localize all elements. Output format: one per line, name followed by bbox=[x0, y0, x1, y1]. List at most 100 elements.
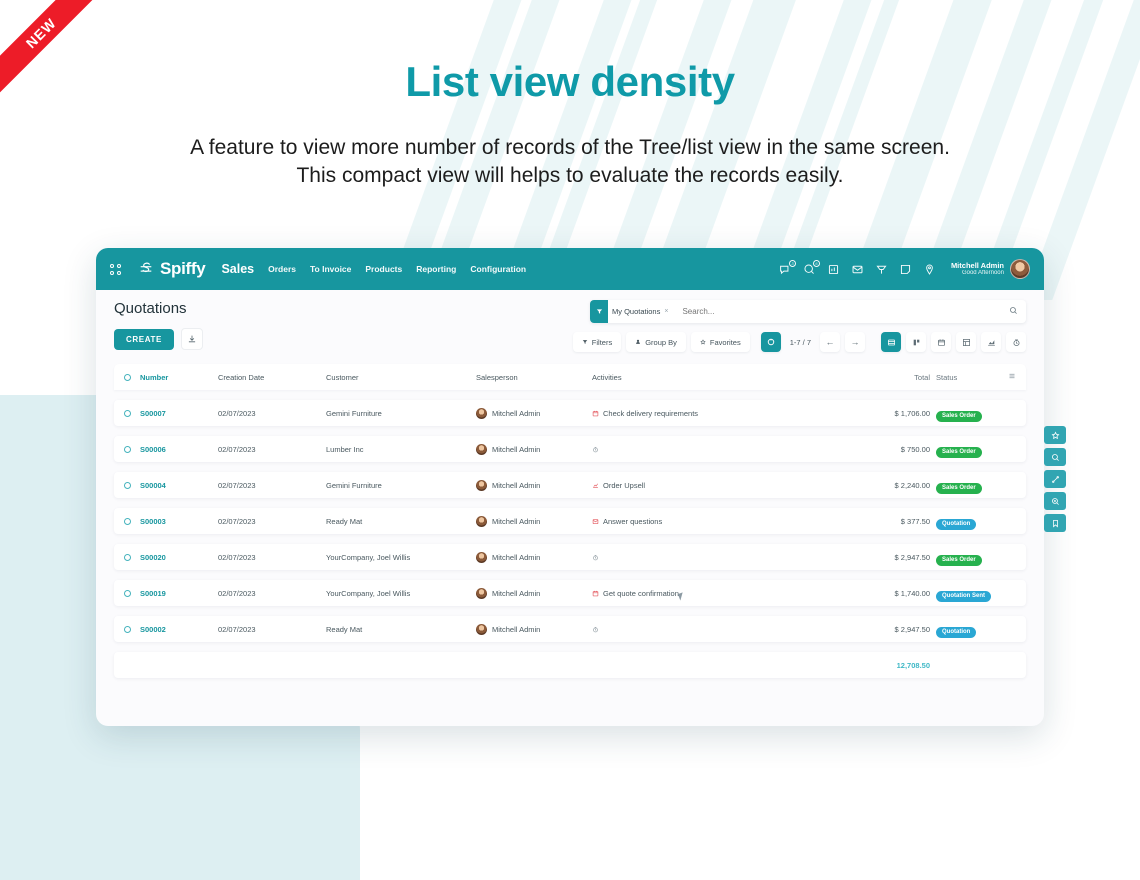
floating-action-buttons bbox=[1044, 426, 1066, 532]
column-total[interactable]: Total bbox=[914, 372, 930, 382]
cell-total: $ 1,740.00 bbox=[894, 588, 930, 598]
search-input[interactable] bbox=[675, 307, 1009, 316]
menu-item-products[interactable]: Products bbox=[365, 264, 403, 274]
avatar[interactable] bbox=[1010, 259, 1030, 279]
chat-badge: 6 bbox=[812, 259, 820, 267]
favorites-label: Favorites bbox=[709, 337, 741, 347]
menu-item-reporting[interactable]: Reporting bbox=[416, 264, 457, 274]
search-icon[interactable] bbox=[1044, 448, 1066, 466]
filters-button[interactable]: Filters bbox=[572, 332, 622, 352]
cell-number[interactable]: S00020 bbox=[140, 552, 166, 562]
table-row[interactable]: S00019 02/07/2023 YourCompany, Joel Will… bbox=[114, 580, 1026, 606]
topbar-right-group: 3 6 Mitchell Admin bbox=[779, 259, 1030, 279]
expand-icon[interactable] bbox=[1044, 470, 1066, 488]
brand-logo[interactable]: Spiffy bbox=[137, 259, 206, 279]
graph-view-icon[interactable] bbox=[981, 332, 1001, 352]
groupby-label: Group By bbox=[645, 337, 677, 347]
cell-number[interactable]: S00003 bbox=[140, 516, 166, 526]
favorites-button[interactable]: Favorites bbox=[690, 332, 750, 352]
kanban-view-icon[interactable] bbox=[906, 332, 926, 352]
menu-item-to-invoice[interactable]: To Invoice bbox=[309, 264, 352, 274]
cell-activity[interactable]: Check delivery requirements bbox=[592, 409, 864, 418]
cell-status: Quotation bbox=[930, 512, 1002, 530]
user-name: Mitchell Admin bbox=[950, 260, 1004, 270]
messages-badge: 3 bbox=[788, 259, 796, 267]
cell-number[interactable]: S00019 bbox=[140, 588, 166, 598]
megaphone-icon[interactable] bbox=[875, 263, 888, 276]
activity-label: Check delivery requirements bbox=[603, 408, 699, 418]
user-greeting: Good Afternoon bbox=[961, 269, 1004, 276]
search-facet-remove-icon[interactable]: × bbox=[664, 308, 669, 315]
cell-salesperson: Mitchell Admin bbox=[476, 623, 592, 635]
export-icon[interactable] bbox=[180, 328, 203, 350]
cell-number[interactable]: S00006 bbox=[140, 444, 166, 454]
row-checkbox[interactable] bbox=[124, 409, 140, 417]
column-options-icon[interactable] bbox=[1002, 372, 1016, 382]
row-checkbox[interactable] bbox=[124, 553, 140, 561]
cell-activity[interactable] bbox=[592, 446, 864, 453]
column-customer[interactable]: Customer bbox=[326, 372, 359, 382]
search-bar[interactable]: My Quotations × bbox=[590, 300, 1026, 323]
row-checkbox[interactable] bbox=[124, 445, 140, 453]
table-row[interactable]: S00020 02/07/2023 YourCompany, Joel Will… bbox=[114, 544, 1026, 570]
cell-number[interactable]: S00007 bbox=[140, 408, 166, 418]
pager-previous-button[interactable]: ← bbox=[820, 332, 840, 352]
cell-activity[interactable] bbox=[592, 554, 864, 561]
cell-activity[interactable] bbox=[592, 626, 864, 633]
location-icon[interactable] bbox=[923, 263, 936, 276]
zoom-in-icon[interactable] bbox=[1044, 492, 1066, 510]
table-row[interactable]: S00002 02/07/2023 Ready Mat Mitchell Adm… bbox=[114, 616, 1026, 642]
mail-icon bbox=[592, 518, 599, 524]
cell-activity[interactable]: Answer questions bbox=[592, 517, 864, 526]
bookmark-icon[interactable] bbox=[1044, 514, 1066, 532]
breadcrumb: Quotations bbox=[114, 300, 187, 317]
create-button[interactable]: CREATE bbox=[114, 328, 174, 350]
menu-item-orders[interactable]: Orders bbox=[268, 264, 296, 274]
calendar-view-icon[interactable] bbox=[931, 332, 951, 352]
mail-icon[interactable] bbox=[851, 263, 864, 276]
column-salesperson[interactable]: Salesperson bbox=[476, 372, 518, 382]
select-all-checkbox[interactable] bbox=[124, 373, 140, 381]
user-menu[interactable]: Mitchell Admin Good Afternoon bbox=[951, 259, 1030, 279]
table-row[interactable]: S00003 02/07/2023 Ready Mat Mitchell Adm… bbox=[114, 508, 1026, 534]
cell-activity[interactable]: Order Upsell bbox=[592, 481, 864, 490]
apps-menu-icon[interactable] bbox=[110, 263, 121, 275]
row-checkbox[interactable] bbox=[124, 589, 140, 597]
row-checkbox[interactable] bbox=[124, 481, 140, 489]
star-icon[interactable] bbox=[1044, 426, 1066, 444]
activity-view-icon[interactable] bbox=[1006, 332, 1026, 352]
row-checkbox[interactable] bbox=[124, 625, 140, 633]
menu-item-configuration[interactable]: Configuration bbox=[470, 264, 527, 274]
salesperson-avatar bbox=[476, 515, 487, 527]
pager-count: 1-7 / 7 bbox=[789, 337, 811, 347]
search-icon[interactable] bbox=[1009, 306, 1018, 317]
refresh-button[interactable] bbox=[760, 332, 781, 352]
column-status[interactable]: Status bbox=[936, 372, 958, 382]
pager-next-button[interactable]: → bbox=[845, 332, 865, 352]
cell-total: $ 750.00 bbox=[900, 444, 930, 454]
pivot-view-icon[interactable] bbox=[956, 332, 976, 352]
table-row[interactable]: S00007 02/07/2023 Gemini Furniture Mitch… bbox=[114, 400, 1026, 426]
table-row[interactable]: S00004 02/07/2023 Gemini Furniture Mitch… bbox=[114, 472, 1026, 498]
row-checkbox[interactable] bbox=[124, 517, 140, 525]
search-facet[interactable]: My Quotations × bbox=[590, 300, 676, 323]
cell-total: $ 2,240.00 bbox=[894, 480, 930, 490]
cell-creation-date: 02/07/2023 bbox=[218, 516, 256, 526]
cell-creation-date: 02/07/2023 bbox=[218, 552, 256, 562]
activity-icon[interactable] bbox=[827, 263, 840, 276]
column-creation-date[interactable]: Creation Date bbox=[218, 372, 265, 382]
chat-icon[interactable]: 6 bbox=[803, 259, 820, 276]
messages-icon[interactable]: 3 bbox=[779, 259, 796, 276]
cell-creation-date: 02/07/2023 bbox=[218, 480, 256, 490]
column-activities[interactable]: Activities bbox=[592, 372, 622, 382]
list-view-icon[interactable] bbox=[881, 332, 901, 352]
groupby-button[interactable]: Group By bbox=[626, 332, 686, 352]
list-view: Number Creation Date Customer Salesperso… bbox=[96, 358, 1044, 678]
cell-activity[interactable]: Get quote confirmation bbox=[592, 589, 864, 598]
note-icon[interactable] bbox=[899, 263, 912, 276]
status-badge: Sales Order bbox=[936, 554, 982, 566]
cell-number[interactable]: S00002 bbox=[140, 624, 166, 634]
table-row[interactable]: S00006 02/07/2023 Lumber Inc Mitchell Ad… bbox=[114, 436, 1026, 462]
column-number[interactable]: Number bbox=[140, 372, 169, 382]
cell-number[interactable]: S00004 bbox=[140, 480, 166, 490]
